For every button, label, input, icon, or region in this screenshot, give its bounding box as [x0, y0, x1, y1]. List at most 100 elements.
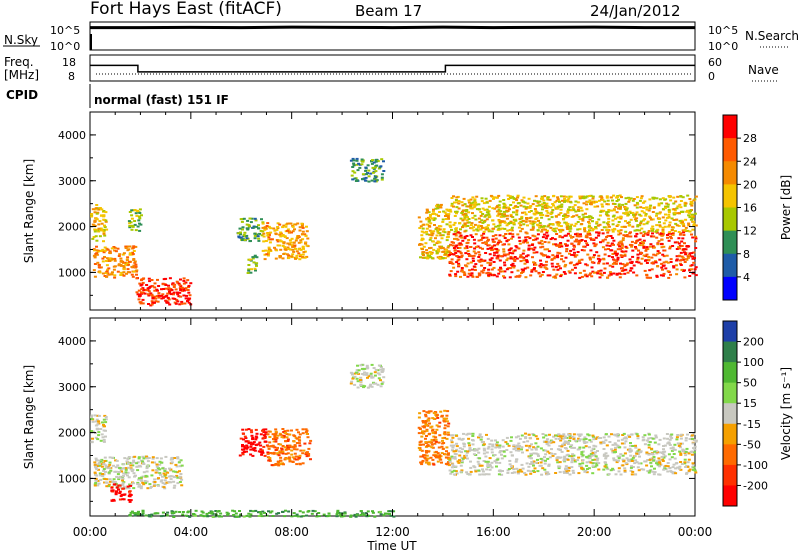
data-cell	[557, 244, 561, 247]
data-cell	[541, 245, 545, 248]
data-cell	[568, 227, 572, 230]
data-cell	[483, 473, 486, 476]
data-cell	[588, 215, 592, 218]
data-cell	[642, 254, 646, 257]
data-cell	[192, 514, 196, 517]
data-cell	[473, 199, 477, 202]
data-cell	[589, 272, 593, 275]
data-cell	[249, 509, 253, 512]
data-cell	[552, 204, 555, 207]
data-cell	[297, 252, 301, 255]
data-cell	[309, 439, 313, 442]
data-cell	[287, 448, 291, 451]
data-cell	[102, 438, 106, 441]
data-cell	[657, 204, 661, 207]
data-cell	[465, 454, 468, 457]
data-cell	[647, 258, 651, 261]
data-cell	[532, 248, 536, 251]
data-cell	[169, 478, 173, 481]
data-cell	[541, 205, 545, 208]
data-cell	[510, 271, 514, 274]
data-cell	[664, 267, 668, 270]
data-cell	[646, 459, 650, 461]
data-cell	[656, 463, 660, 466]
data-cell	[178, 287, 182, 290]
data-cell	[567, 433, 571, 436]
data-cell	[437, 214, 441, 217]
data-cell	[505, 224, 509, 227]
data-cell	[606, 234, 610, 237]
data-cell	[602, 226, 606, 229]
data-cell	[137, 477, 141, 480]
data-cell	[444, 215, 447, 217]
data-cell	[541, 433, 545, 435]
data-cell	[562, 433, 566, 436]
data-cell	[335, 515, 339, 518]
data-cell	[547, 444, 551, 447]
data-cell	[266, 451, 270, 454]
data-cell	[92, 248, 96, 251]
data-cell	[260, 234, 264, 237]
data-cell	[130, 265, 134, 268]
data-cell	[161, 467, 165, 470]
data-cell	[634, 246, 637, 248]
data-cell	[592, 444, 596, 447]
data-cell	[516, 206, 520, 208]
data-cell	[280, 240, 284, 243]
data-cell	[570, 253, 574, 256]
data-cell	[419, 443, 423, 446]
data-cell	[137, 298, 141, 301]
data-cell	[635, 260, 639, 263]
data-cell	[299, 515, 303, 518]
data-cell	[437, 206, 441, 209]
data-cell	[691, 272, 695, 275]
data-cell	[470, 255, 474, 258]
data-cell	[465, 451, 469, 454]
data-cell	[267, 510, 270, 513]
data-cell	[537, 241, 541, 244]
data-cell	[570, 459, 574, 462]
data-cell	[445, 248, 449, 251]
data-cell	[431, 213, 435, 215]
data-cell	[150, 303, 154, 306]
data-cell	[437, 248, 440, 251]
data-cell	[97, 223, 101, 226]
data-cell	[694, 240, 698, 243]
data-cell	[546, 205, 550, 208]
data-cell	[694, 195, 698, 198]
data-cell	[541, 196, 545, 199]
data-cell	[575, 254, 579, 257]
data-cell	[644, 460, 648, 463]
data-cell	[622, 234, 626, 237]
data-cell	[481, 241, 485, 244]
data-cell	[577, 261, 581, 264]
data-cell	[239, 231, 242, 234]
data-cell	[608, 264, 612, 267]
data-cell	[500, 227, 504, 230]
data-cell	[159, 515, 163, 518]
data-cell	[570, 444, 574, 447]
data-cell	[485, 218, 489, 221]
data-cell	[441, 447, 445, 450]
data-cell	[623, 467, 627, 470]
data-cell	[617, 459, 620, 462]
data-cell	[517, 275, 521, 278]
data-cell	[560, 203, 564, 206]
data-cell	[548, 433, 551, 436]
data-cell	[499, 210, 503, 213]
data-cell	[298, 258, 302, 261]
data-cell	[587, 231, 591, 233]
data-cell	[273, 229, 277, 232]
data-cell	[277, 512, 281, 515]
data-cell	[449, 434, 453, 437]
data-cell	[613, 203, 617, 205]
data-cell	[547, 218, 551, 221]
data-cell	[635, 201, 639, 204]
data-cell	[570, 466, 574, 469]
colorbar-tick-label: 12	[743, 225, 757, 238]
data-cell	[480, 226, 484, 229]
data-cell	[672, 265, 676, 268]
data-cell	[241, 226, 245, 229]
data-cell	[514, 245, 518, 248]
power-region	[261, 222, 310, 261]
